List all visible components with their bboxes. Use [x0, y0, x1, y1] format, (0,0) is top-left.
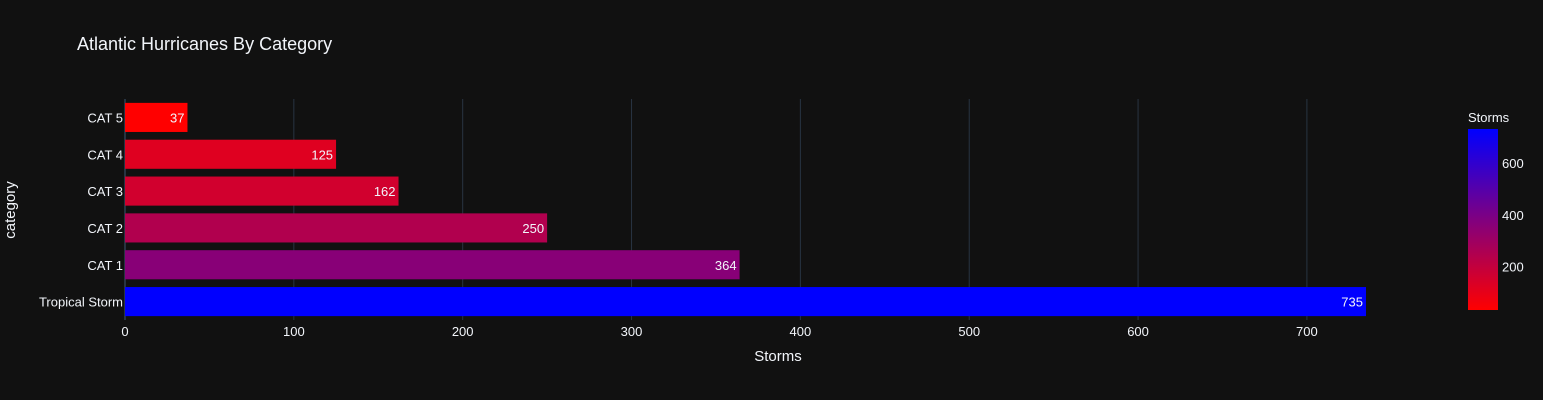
colorbar-tick-label: 200	[1502, 260, 1524, 275]
x-axis-label: Storms	[754, 348, 802, 365]
y-tick-label: Tropical Storm	[39, 295, 123, 310]
chart-title: Atlantic Hurricanes By Category	[77, 34, 332, 54]
y-ticks: Tropical Storm CAT 1 CAT 2 CAT 3 CAT 4 CAT 5	[39, 110, 123, 309]
x-tick-label: 300	[621, 324, 643, 339]
y-axis-label: category	[2, 181, 19, 239]
bars	[125, 102, 1366, 317]
bar-value-label: 735	[1341, 295, 1363, 310]
bar	[125, 102, 188, 132]
x-ticks: 0 100 200 300 400 500 600 700	[121, 324, 1317, 339]
bar-labels: 735 364 250 162 125 37	[170, 110, 1363, 309]
colorbar-tick-label: 600	[1502, 156, 1524, 171]
y-tick-label: CAT 2	[87, 221, 123, 236]
x-tick-label: 0	[121, 324, 128, 339]
bar	[125, 139, 337, 169]
bar-value-label: 162	[374, 184, 396, 199]
y-tick-label: CAT 4	[87, 147, 123, 162]
bar	[125, 213, 548, 243]
colorbar-tick-label: 400	[1502, 208, 1524, 223]
colorbar-gradient	[1468, 129, 1498, 310]
x-tick-label: 200	[452, 324, 474, 339]
bar-value-label: 125	[311, 147, 333, 162]
colorbar-ticks: 200 400 600	[1502, 156, 1524, 275]
bar	[125, 250, 740, 280]
y-tick-label: CAT 5	[87, 110, 123, 125]
bar	[125, 176, 399, 206]
x-tick-label: 400	[790, 324, 812, 339]
x-tick-label: 600	[1127, 324, 1149, 339]
y-tick-label: CAT 1	[87, 258, 123, 273]
x-tick-label: 100	[283, 324, 305, 339]
x-tick-label: 500	[958, 324, 980, 339]
bar	[125, 287, 1366, 317]
grid	[124, 99, 1308, 320]
colorbar: Storms 200 400 600	[1468, 110, 1524, 310]
x-tick-label: 700	[1296, 324, 1318, 339]
bar-value-label: 364	[715, 258, 737, 273]
colorbar-title: Storms	[1468, 110, 1510, 125]
y-tick-label: CAT 3	[87, 184, 123, 199]
bar-value-label: 250	[522, 221, 544, 236]
bar-value-label: 37	[170, 110, 184, 125]
